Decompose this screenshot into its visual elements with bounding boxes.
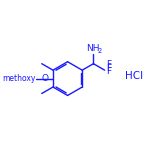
Text: F: F <box>106 60 111 69</box>
Text: F: F <box>106 67 111 76</box>
Text: methoxy: methoxy <box>2 74 36 83</box>
Text: F: F <box>106 64 111 73</box>
Text: HCl: HCl <box>125 71 143 81</box>
Text: O: O <box>41 74 48 83</box>
Text: NH: NH <box>86 44 99 53</box>
Text: 2: 2 <box>97 48 101 54</box>
